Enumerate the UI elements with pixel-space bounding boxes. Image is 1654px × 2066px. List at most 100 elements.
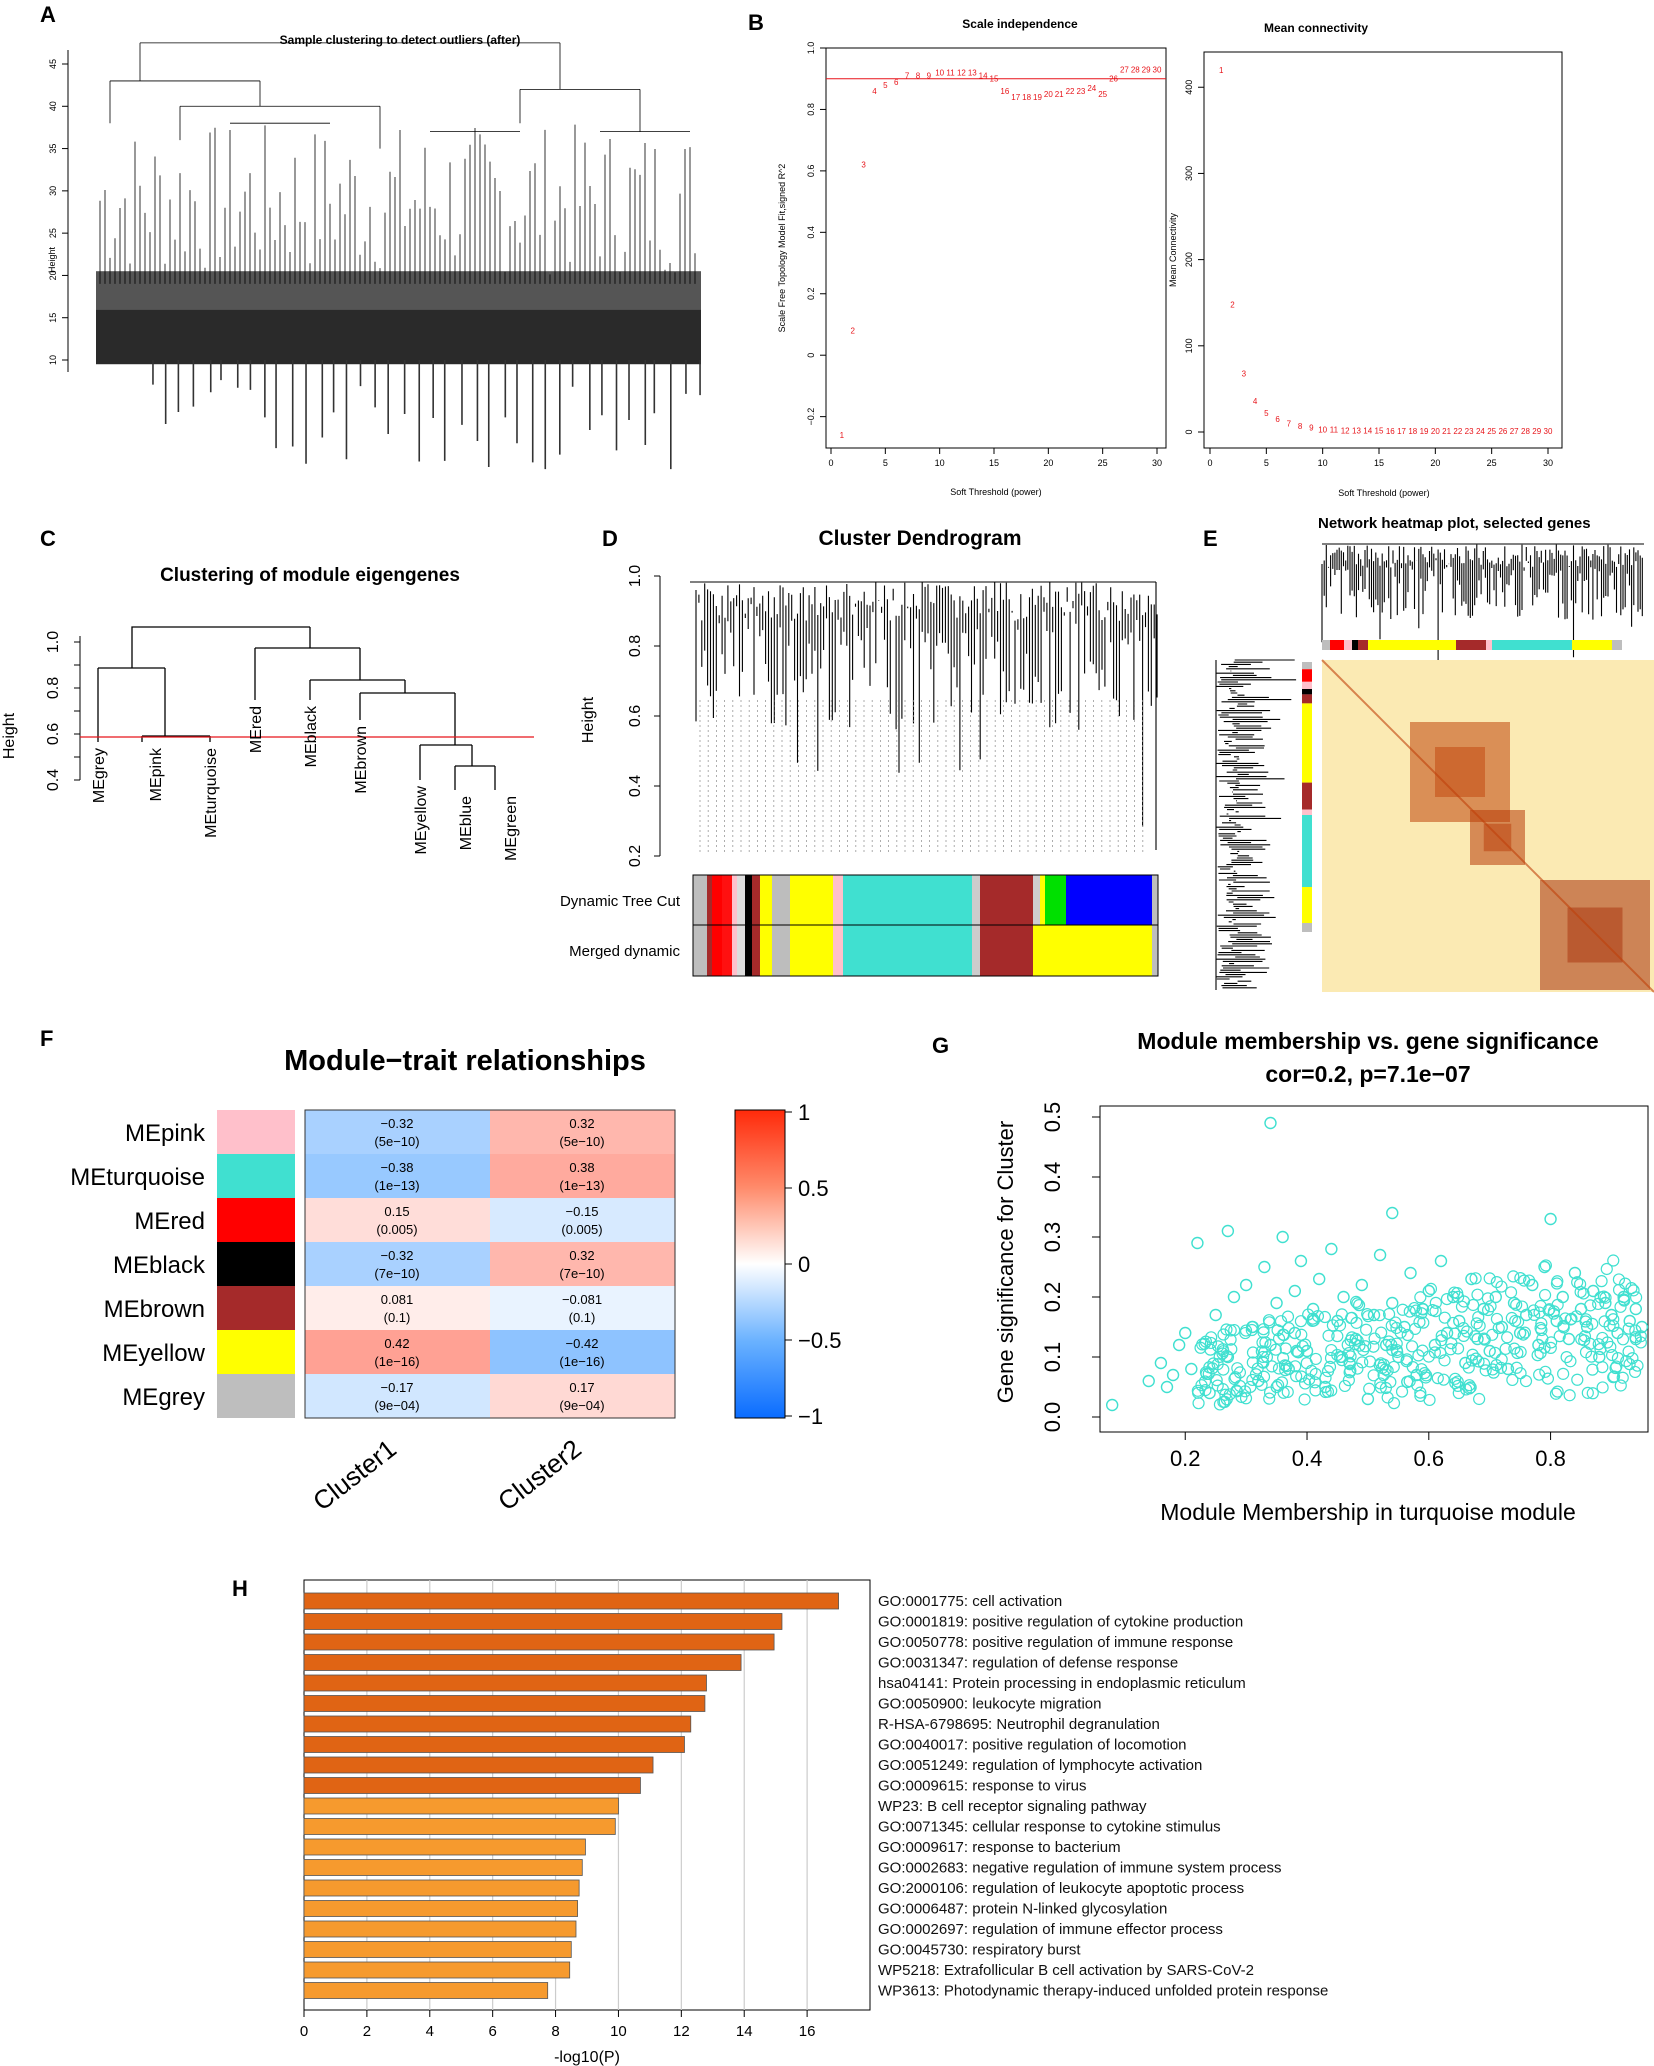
panel-g-point xyxy=(1220,1323,1233,1336)
panel-g-point xyxy=(1351,1297,1364,1310)
panel-g-point xyxy=(1276,1230,1289,1244)
panel-g-xtick-label: 0.2 xyxy=(1170,1446,1201,1471)
panel-d-row2-segment xyxy=(745,925,752,976)
panel-b-right-point: 10 xyxy=(1318,425,1327,434)
panel-f-module-swatch xyxy=(217,1154,295,1198)
panel-g-point xyxy=(1172,1338,1186,1352)
panel-g-point xyxy=(1434,1254,1448,1268)
panel-f-module-swatch xyxy=(217,1110,295,1154)
panel-g-point xyxy=(1539,1259,1552,1272)
panel-a-ytick-label: 25 xyxy=(48,228,58,238)
panel-f-cell-cluster1-p: (1e−13) xyxy=(374,1178,419,1193)
panel-g-point xyxy=(1224,1324,1237,1337)
panel-g-point xyxy=(1438,1354,1451,1367)
panel-f-row-label: MEpink xyxy=(125,1120,206,1147)
panel-b-right-xtick-label: 5 xyxy=(1264,458,1269,468)
panel-f-cell-cluster2-p: (1e−13) xyxy=(559,1178,604,1193)
panel-g-point xyxy=(1386,1343,1399,1357)
panel-h-frame xyxy=(303,1579,871,2011)
panel-h-term-label: GO:0050778: positive regulation of immun… xyxy=(878,1634,1233,1651)
panel-g-point xyxy=(1356,1356,1369,1369)
panel-g-point xyxy=(1202,1367,1215,1381)
panel-d-row2-segment xyxy=(760,925,772,976)
panel-letter-g: G xyxy=(932,1033,949,1058)
panel-g-point xyxy=(1618,1294,1631,1307)
panel-g-point xyxy=(1417,1316,1430,1329)
panel-d-branches xyxy=(690,581,1158,850)
panel-g-xtick-label: 0.6 xyxy=(1414,1446,1445,1471)
panel-f-cell-cluster2-cor: 0.17 xyxy=(569,1380,594,1395)
panel-g-point xyxy=(1564,1355,1577,1368)
panel-b-left-point: 27 xyxy=(1120,66,1129,75)
panel-c-leaf-label: MEblack xyxy=(303,705,320,767)
panel-g-point xyxy=(1515,1300,1529,1313)
panel-g-point xyxy=(1628,1365,1642,1379)
panel-b-left-ytick-label: 0 xyxy=(806,353,816,358)
panel-e-top-color-segment xyxy=(1486,640,1492,650)
panel-g-point xyxy=(1386,1206,1399,1220)
panel-g-point xyxy=(1306,1312,1319,1325)
panel-f-cell-cluster1-cor: 0.42 xyxy=(384,1336,409,1351)
panel-g-point xyxy=(1563,1389,1576,1402)
panel-g-point xyxy=(1323,1360,1337,1373)
panel-g-point xyxy=(1326,1319,1339,1332)
panel-g-point xyxy=(1446,1290,1460,1304)
panel-a-title: Sample clustering to detect outliers (af… xyxy=(280,33,521,47)
panel-g-point xyxy=(1489,1290,1502,1304)
panel-f-module-swatch xyxy=(217,1374,295,1418)
panel-g-point xyxy=(1448,1286,1461,1299)
panel-g-point xyxy=(1272,1362,1286,1375)
panel-g-point xyxy=(1355,1278,1369,1292)
panel-d-row2-segment xyxy=(693,925,707,976)
panel-b-right-point: 2 xyxy=(1230,300,1235,309)
panel-g-point xyxy=(1239,1278,1253,1292)
panel-b-right-point: 4 xyxy=(1253,397,1258,406)
panel-g-point xyxy=(1616,1371,1629,1384)
panel-g-point xyxy=(1514,1272,1527,1285)
panel-g-point xyxy=(1469,1272,1482,1285)
panel-c-y-ticks: 0.4 0.6 0.8 1.0 xyxy=(45,631,80,791)
panel-f-cell-cluster2 xyxy=(490,1154,675,1198)
panel-g-point xyxy=(1539,1365,1552,1378)
panel-g-point xyxy=(1584,1299,1597,1312)
panel-g-point xyxy=(1510,1298,1523,1311)
panel-g-point xyxy=(1408,1322,1422,1336)
panel-letter-d: D xyxy=(602,526,618,551)
panel-b-right-point: 28 xyxy=(1521,427,1530,436)
panel-g-point xyxy=(1401,1328,1414,1342)
panel-d-row2-segment xyxy=(1152,925,1158,976)
panel-e-left-color-segment xyxy=(1302,887,1312,923)
panel-g-point xyxy=(1300,1356,1313,1370)
panel-b-left-point: 21 xyxy=(1055,90,1064,99)
panel-g-point xyxy=(1570,1310,1583,1323)
panel-f-cell-cluster1-cor: −0.38 xyxy=(381,1160,414,1175)
panel-g-point xyxy=(1592,1297,1605,1311)
panel-b-left-point: 9 xyxy=(927,72,932,81)
panel-h-term-labels: GO:0001775: cell activation GO:0001819: p… xyxy=(878,1593,1328,2000)
panel-d-row1-segment xyxy=(707,875,712,925)
panel-a-ytick-label: 20 xyxy=(48,270,58,280)
panel-g-points xyxy=(1105,1116,1649,1412)
panel-h-term-label: GO:0001819: positive regulation of cytok… xyxy=(878,1614,1243,1631)
panel-b-left-point: 22 xyxy=(1066,87,1075,96)
panel-f-legend-tick-label: 1 xyxy=(798,1100,810,1125)
panel-g-point xyxy=(1322,1329,1335,1342)
panel-g-point xyxy=(1626,1352,1639,1365)
panel-g-point xyxy=(1325,1242,1338,1256)
panel-d-row1-segment xyxy=(712,875,722,925)
panel-f-row-label: MEgrey xyxy=(122,1384,205,1411)
panel-g-point xyxy=(1198,1375,1212,1388)
panel-b-right-point: 25 xyxy=(1487,427,1496,436)
panel-g-ticks: 0.2 0.4 0.6 0.8 0.0 0.1 0.2 0.3 0.4 0.5 xyxy=(1040,1102,1566,1471)
panel-b-right-xtick-label: 15 xyxy=(1374,458,1384,468)
panel-b-left-point: 19 xyxy=(1033,93,1042,102)
panel-g-point xyxy=(1292,1346,1305,1359)
panel-g-point xyxy=(1350,1295,1363,1308)
panel-e-top-color-segment xyxy=(1358,640,1368,650)
panel-b-left-point: 28 xyxy=(1131,66,1140,75)
panel-g-point xyxy=(1166,1368,1180,1382)
panel-g-point xyxy=(1610,1360,1623,1373)
panel-g-point xyxy=(1504,1286,1518,1299)
panel-g-point xyxy=(1533,1368,1546,1381)
